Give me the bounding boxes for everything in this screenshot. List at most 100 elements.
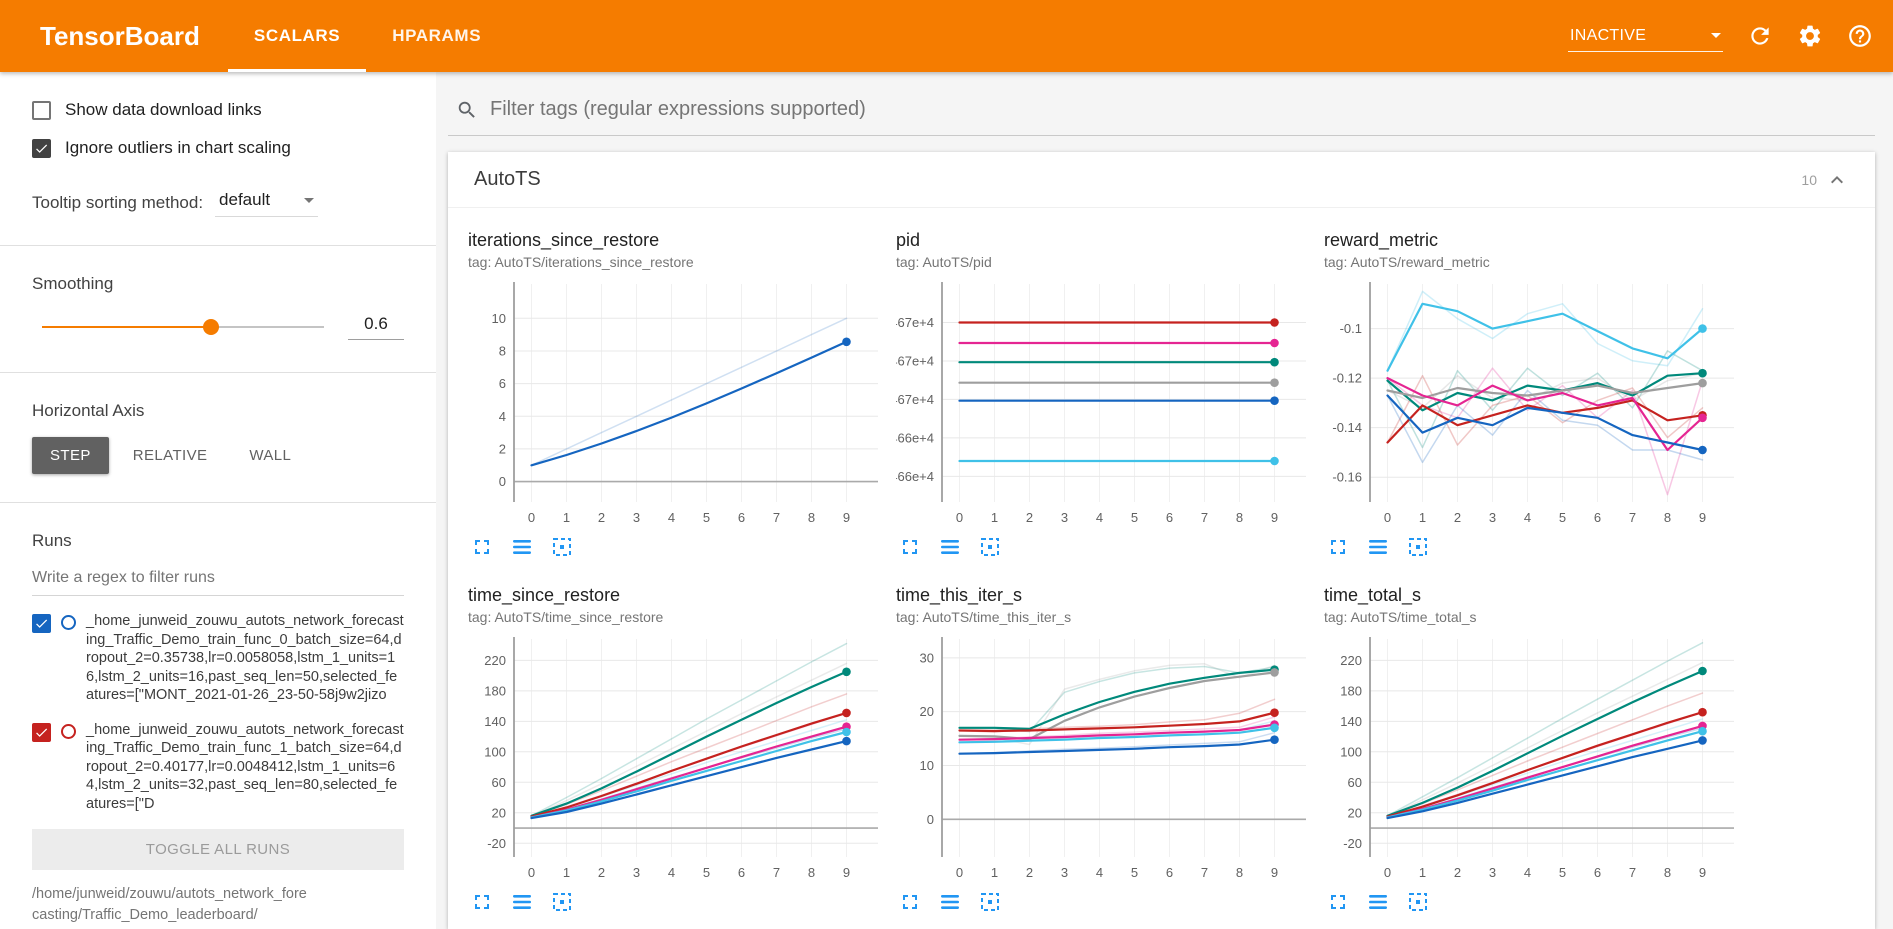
expand-chart-icon[interactable] — [898, 535, 922, 559]
svg-text:-20: -20 — [1343, 836, 1362, 851]
data-table-icon[interactable] — [510, 890, 534, 914]
checkbox-icon — [32, 100, 51, 120]
svg-text:60: 60 — [1348, 775, 1362, 790]
svg-text:4: 4 — [1096, 510, 1103, 525]
chart-plot[interactable]: 0 1 2 3 4 5 6 7 8 9 220 180 140 100 60 20 -20 — [1324, 633, 1742, 886]
expand-chart-icon[interactable] — [470, 890, 494, 914]
data-table-icon[interactable] — [938, 535, 962, 559]
svg-text:-0.1: -0.1 — [1340, 321, 1362, 336]
fit-domain-icon[interactable] — [1406, 535, 1430, 559]
svg-text:2: 2 — [1026, 865, 1033, 880]
run-item[interactable]: _home_junweid_zouwu_autots_network_forec… — [32, 612, 404, 705]
help-icon[interactable] — [1847, 23, 1873, 49]
scalar-chart: time_this_iter_s tag: AutoTS/time_this_i… — [896, 585, 1314, 914]
svg-text:7: 7 — [1629, 865, 1636, 880]
svg-text:-0.12: -0.12 — [1332, 371, 1362, 386]
refresh-icon[interactable] — [1747, 23, 1773, 49]
svg-text:10: 10 — [920, 758, 934, 773]
divider — [0, 245, 436, 246]
svg-text:60: 60 — [492, 775, 506, 790]
axis-option-relative[interactable]: RELATIVE — [115, 437, 226, 474]
collapse-section-icon[interactable] — [1825, 168, 1849, 192]
chart-tag: tag: AutoTS/pid — [896, 254, 992, 270]
data-table-icon[interactable] — [510, 535, 534, 559]
smoothing-slider[interactable] — [42, 310, 324, 344]
charts-grid: iterations_since_restore tag: AutoTS/ite… — [448, 208, 1875, 929]
svg-text:1: 1 — [563, 510, 570, 525]
tab-scalars[interactable]: SCALARS — [227, 0, 367, 72]
tooltip-sorting-value: default — [219, 190, 271, 209]
svg-text:5: 5 — [703, 510, 710, 525]
data-table-icon[interactable] — [1366, 535, 1390, 559]
tag-count: 10 — [1801, 171, 1817, 188]
main-content: AutoTS 10 iterations_since_restore tag: … — [436, 72, 1893, 929]
svg-text:4: 4 — [668, 510, 675, 525]
settings-gear-icon[interactable] — [1797, 23, 1823, 49]
tooltip-sorting-select[interactable]: default — [215, 188, 319, 217]
run-checkbox[interactable] — [32, 722, 51, 742]
svg-text:6: 6 — [738, 865, 745, 880]
axis-option-wall[interactable]: WALL — [231, 437, 309, 474]
chart-plot[interactable]: 0 1 2 3 4 5 6 7 8 9 220 180 140 100 60 20 -20 — [468, 633, 886, 886]
toggle-all-runs-button[interactable]: TOGGLE ALL RUNS — [32, 829, 404, 871]
app-header: TensorBoard SCALARS HPARAMS INACTIVE — [0, 0, 1893, 72]
svg-text:180: 180 — [1340, 683, 1362, 698]
run-label: _home_junweid_zouwu_autots_network_forec… — [86, 613, 404, 704]
scalar-chart: iterations_since_restore tag: AutoTS/ite… — [468, 230, 886, 559]
svg-text:1: 1 — [991, 510, 998, 525]
data-table-icon[interactable] — [938, 890, 962, 914]
chart-plot[interactable]: 0 1 2 3 4 5 6 7 8 9 30 20 10 0 — [896, 633, 1314, 886]
data-table-icon[interactable] — [1366, 890, 1390, 914]
sidebar-checkbox[interactable]: Show data download links — [32, 100, 404, 120]
fit-domain-icon[interactable] — [1406, 890, 1430, 914]
chart-plot[interactable]: 0 1 2 3 4 5 6 7 8 9 -0.1 -0.12 -0.14 -0.16 — [1324, 278, 1742, 531]
svg-text:2: 2 — [1454, 865, 1461, 880]
svg-text:4: 4 — [1524, 510, 1531, 525]
fit-domain-icon[interactable] — [550, 535, 574, 559]
svg-text:1: 1 — [1419, 865, 1426, 880]
run-checkbox[interactable] — [32, 614, 51, 633]
fit-domain-icon[interactable] — [978, 535, 1002, 559]
slider-thumb[interactable] — [203, 319, 220, 335]
chart-plot[interactable]: 0 1 2 3 4 5 6 7 8 9 10 8 6 4 2 0 — [468, 278, 886, 531]
chart-toolbar — [1324, 535, 1742, 559]
run-item[interactable]: _home_junweid_zouwu_autots_network_forec… — [32, 721, 404, 814]
svg-text:1: 1 — [563, 865, 570, 880]
chart-title: iterations_since_restore — [468, 230, 660, 250]
chart-tag: tag: AutoTS/time_total_s — [1324, 609, 1477, 625]
svg-text:5: 5 — [1131, 510, 1138, 525]
chart-toolbar — [896, 535, 1314, 559]
svg-text:0: 0 — [956, 865, 963, 880]
tag-group-header[interactable]: AutoTS 10 — [448, 152, 1875, 208]
svg-text:7: 7 — [773, 510, 780, 525]
axis-option-step[interactable]: STEP — [32, 437, 109, 474]
run-solo-radio[interactable] — [61, 723, 76, 739]
chart-tag: tag: AutoTS/reward_metric — [1324, 254, 1490, 270]
expand-chart-icon[interactable] — [470, 535, 494, 559]
chart-title: pid — [896, 230, 921, 250]
expand-chart-icon[interactable] — [898, 890, 922, 914]
chevron-down-icon — [304, 197, 315, 203]
svg-text:7: 7 — [773, 865, 780, 880]
svg-text:2: 2 — [499, 441, 506, 456]
smoothing-value[interactable]: 0.6 — [348, 314, 404, 340]
svg-text:2: 2 — [1026, 510, 1033, 525]
tab-hparams[interactable]: HPARAMS — [392, 26, 482, 45]
chart-title: reward_metric — [1324, 230, 1439, 250]
expand-chart-icon[interactable] — [1326, 890, 1350, 914]
scalar-chart: time_since_restore tag: AutoTS/time_sinc… — [468, 585, 886, 914]
fit-domain-icon[interactable] — [978, 890, 1002, 914]
scalar-chart: time_total_s tag: AutoTS/time_total_s 0 1… — [1324, 585, 1742, 914]
fit-domain-icon[interactable] — [550, 890, 574, 914]
run-status-select[interactable]: INACTIVE — [1568, 21, 1723, 52]
expand-chart-icon[interactable] — [1326, 535, 1350, 559]
tag-filter-input[interactable] — [490, 98, 1867, 121]
runs-filter-input[interactable] — [32, 559, 404, 596]
run-solo-radio[interactable] — [61, 615, 76, 630]
sidebar-checkbox[interactable]: Ignore outliers in chart scaling — [32, 138, 404, 158]
